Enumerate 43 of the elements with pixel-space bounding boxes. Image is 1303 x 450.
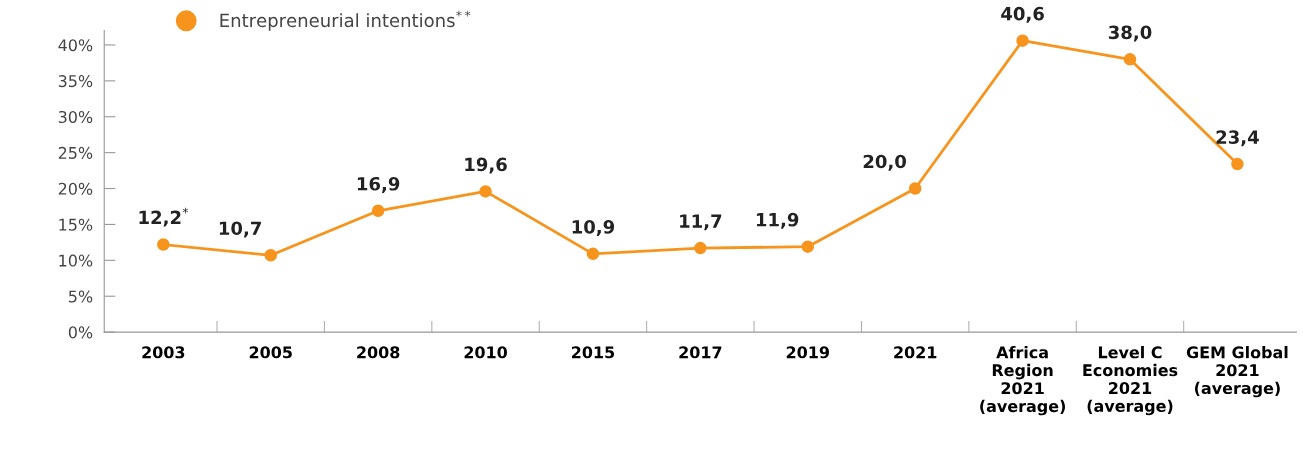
y-tick-label: 5% <box>69 290 93 303</box>
y-tick-label: 15% <box>59 218 93 231</box>
data-label: 23,4 <box>1216 130 1259 147</box>
x-tick-label: 2017 <box>679 346 722 359</box>
point <box>479 185 492 198</box>
legend-label: Entrepreneurial intentions$^{**}$ <box>220 10 471 31</box>
y-tick-label: 20% <box>58 182 93 195</box>
y-tick-label: 0% <box>68 326 93 339</box>
point <box>1231 157 1244 171</box>
point <box>371 204 385 218</box>
point <box>694 241 707 255</box>
data-label: 11,7 <box>680 214 722 231</box>
x-tick-label: Level C Economies 2021 (average) <box>1083 345 1178 416</box>
x-tick-label: GEM Global 2021 (average) <box>1186 345 1288 398</box>
data-label: 10,7 <box>219 221 261 238</box>
x-tick-label: 2021 <box>894 346 937 359</box>
x-tick-label: Africa Region 2021 (average) <box>980 345 1065 416</box>
x-tick-label: 2008 <box>357 346 400 359</box>
data-label: 10,9 <box>572 220 615 236</box>
data-label: 16,9 <box>357 176 400 193</box>
data-label: 40,6 <box>1001 6 1044 23</box>
data-label: 38,0 <box>1108 25 1152 42</box>
point <box>1123 53 1137 66</box>
x-tick-label: 2003 <box>142 346 185 359</box>
x-tick-label: 2015 <box>571 346 615 359</box>
y-tick-label: 30% <box>58 110 93 124</box>
y-tick-label: 40% <box>58 39 93 52</box>
y-tick-label: 35% <box>58 75 93 88</box>
point <box>1016 34 1029 47</box>
point <box>157 238 170 251</box>
x-tick-label: 2010 <box>464 346 508 359</box>
y-tick-label: 10% <box>59 254 93 267</box>
point <box>801 240 815 253</box>
point <box>586 247 600 261</box>
data-label: 11,9 <box>756 212 799 229</box>
data-label: 19,6 <box>465 157 507 174</box>
point <box>264 249 277 262</box>
x-tick-label: 2019 <box>786 346 829 359</box>
y-tick-label: 25% <box>58 146 93 159</box>
data-label: 12,2$^{*}$ <box>139 207 189 227</box>
x-tick-label: 2005 <box>249 346 292 359</box>
point <box>908 182 922 195</box>
data-label: 20,0 <box>863 154 906 171</box>
